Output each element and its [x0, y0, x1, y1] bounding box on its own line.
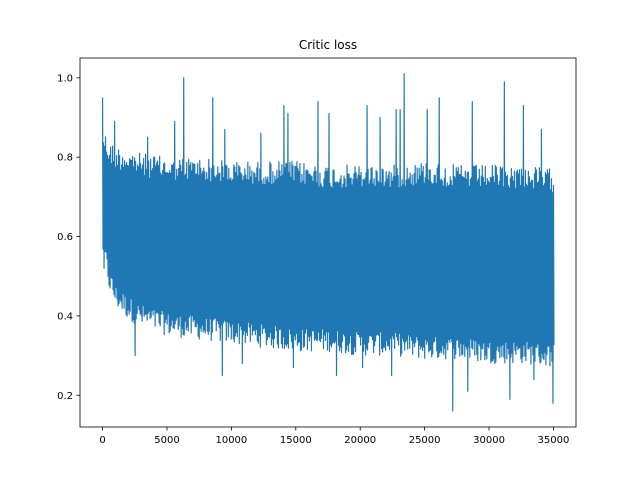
x-tick-label: 30000	[473, 435, 505, 446]
x-tick-label: 15000	[280, 435, 312, 446]
y-tick-label: 0.4	[57, 311, 73, 322]
plot-frame	[79, 57, 577, 428]
x-tick-label: 25000	[409, 435, 441, 446]
x-tick-label: 5000	[154, 435, 179, 446]
x-tick-label: 0	[99, 435, 105, 446]
x-tick-label: 10000	[215, 435, 247, 446]
axes: 0 5000 10000 15000 20000 25000 30000 35000 0.2 0.…	[57, 57, 577, 446]
chart-title: Critic loss	[299, 38, 357, 52]
series-line-0	[101, 73, 555, 412]
plot-area	[101, 73, 555, 412]
x-tick-label: 35000	[538, 435, 570, 446]
x-tick-label: 20000	[344, 435, 376, 446]
y-tick-label: 0.8	[57, 153, 73, 164]
y-tick-label: 1.0	[57, 73, 73, 84]
y-tick-label: 0.2	[57, 391, 73, 402]
y-tick-label: 0.6	[57, 232, 73, 243]
